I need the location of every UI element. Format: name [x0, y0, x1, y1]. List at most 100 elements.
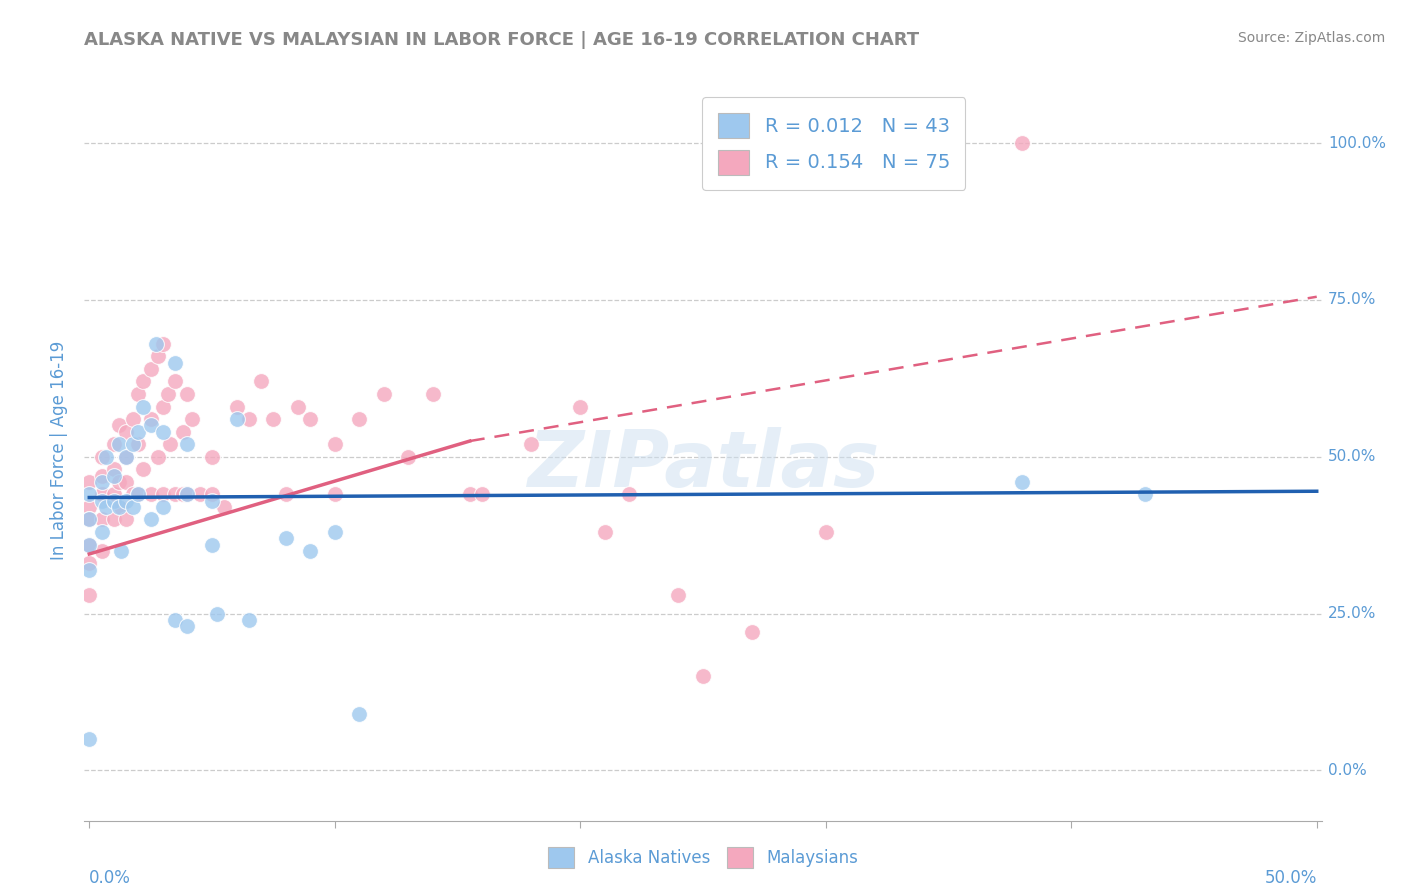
Point: [214, 500, 236, 514]
Point: [77, 557, 100, 571]
Legend: Alaska Natives, Malaysians: Alaska Natives, Malaysians: [541, 840, 865, 875]
Point: [287, 400, 309, 414]
Text: 50.0%: 50.0%: [1327, 450, 1376, 464]
Text: ZIPatlas: ZIPatlas: [527, 427, 879, 503]
Text: Source: ZipAtlas.com: Source: ZipAtlas.com: [1237, 31, 1385, 45]
Point: [127, 437, 149, 451]
Point: [115, 425, 138, 439]
Point: [569, 400, 592, 414]
Point: [107, 500, 129, 514]
Point: [1011, 136, 1033, 150]
Point: [668, 588, 690, 602]
Point: [139, 487, 162, 501]
Point: [90, 450, 112, 464]
Point: [152, 487, 174, 501]
Text: 75.0%: 75.0%: [1327, 293, 1376, 308]
Point: [165, 375, 187, 389]
Point: [201, 450, 224, 464]
Point: [77, 475, 100, 489]
Point: [176, 387, 198, 401]
Point: [188, 487, 211, 501]
Point: [139, 512, 162, 526]
Point: [349, 706, 371, 721]
Point: [1011, 475, 1033, 489]
Text: 25.0%: 25.0%: [1327, 606, 1376, 621]
Point: [96, 450, 118, 464]
Point: [139, 412, 162, 426]
Point: [90, 512, 112, 526]
Point: [122, 437, 145, 451]
Point: [77, 732, 100, 747]
Point: [422, 387, 444, 401]
Point: [373, 387, 395, 401]
Point: [103, 493, 125, 508]
Point: [90, 487, 112, 501]
Point: [127, 387, 149, 401]
Point: [152, 400, 174, 414]
Point: [165, 356, 187, 370]
Point: [103, 512, 125, 526]
Point: [139, 418, 162, 433]
Point: [152, 425, 174, 439]
Text: 100.0%: 100.0%: [1327, 136, 1386, 151]
Point: [146, 349, 169, 363]
Point: [323, 487, 346, 501]
Point: [458, 487, 481, 501]
Point: [90, 475, 112, 489]
Point: [159, 437, 181, 451]
Point: [692, 669, 714, 683]
Point: [593, 524, 616, 539]
Point: [741, 625, 763, 640]
Point: [107, 437, 129, 451]
Point: [225, 412, 247, 426]
Point: [103, 468, 125, 483]
Point: [323, 524, 346, 539]
Point: [165, 613, 187, 627]
Point: [77, 487, 100, 501]
Point: [110, 500, 132, 514]
Point: [96, 500, 118, 514]
Point: [1133, 487, 1156, 501]
Point: [225, 400, 247, 414]
Point: [299, 412, 322, 426]
Point: [299, 544, 322, 558]
Point: [132, 400, 155, 414]
Point: [165, 487, 187, 501]
Point: [201, 493, 224, 508]
Point: [77, 588, 100, 602]
Point: [77, 538, 100, 552]
Point: [274, 487, 297, 501]
Point: [396, 450, 419, 464]
Point: [156, 387, 179, 401]
Point: [176, 619, 198, 633]
Point: [349, 412, 371, 426]
Point: [274, 531, 297, 545]
Point: [619, 487, 641, 501]
Point: [262, 412, 284, 426]
Point: [122, 412, 145, 426]
Point: [152, 336, 174, 351]
Point: [77, 500, 100, 514]
Point: [152, 500, 174, 514]
Point: [139, 362, 162, 376]
Text: 0.0%: 0.0%: [1327, 763, 1367, 778]
Point: [127, 487, 149, 501]
Text: ALASKA NATIVE VS MALAYSIAN IN LABOR FORCE | AGE 16-19 CORRELATION CHART: ALASKA NATIVE VS MALAYSIAN IN LABOR FORC…: [84, 31, 920, 49]
Point: [90, 493, 112, 508]
Point: [176, 437, 198, 451]
Point: [172, 487, 194, 501]
Point: [122, 487, 145, 501]
Point: [814, 524, 837, 539]
Point: [201, 538, 224, 552]
Point: [250, 375, 273, 389]
Point: [132, 462, 155, 476]
Point: [90, 468, 112, 483]
Point: [107, 418, 129, 433]
Point: [205, 607, 228, 621]
Point: [77, 512, 100, 526]
Point: [132, 375, 155, 389]
Point: [238, 412, 260, 426]
Point: [103, 487, 125, 501]
Point: [115, 512, 138, 526]
Point: [77, 563, 100, 577]
